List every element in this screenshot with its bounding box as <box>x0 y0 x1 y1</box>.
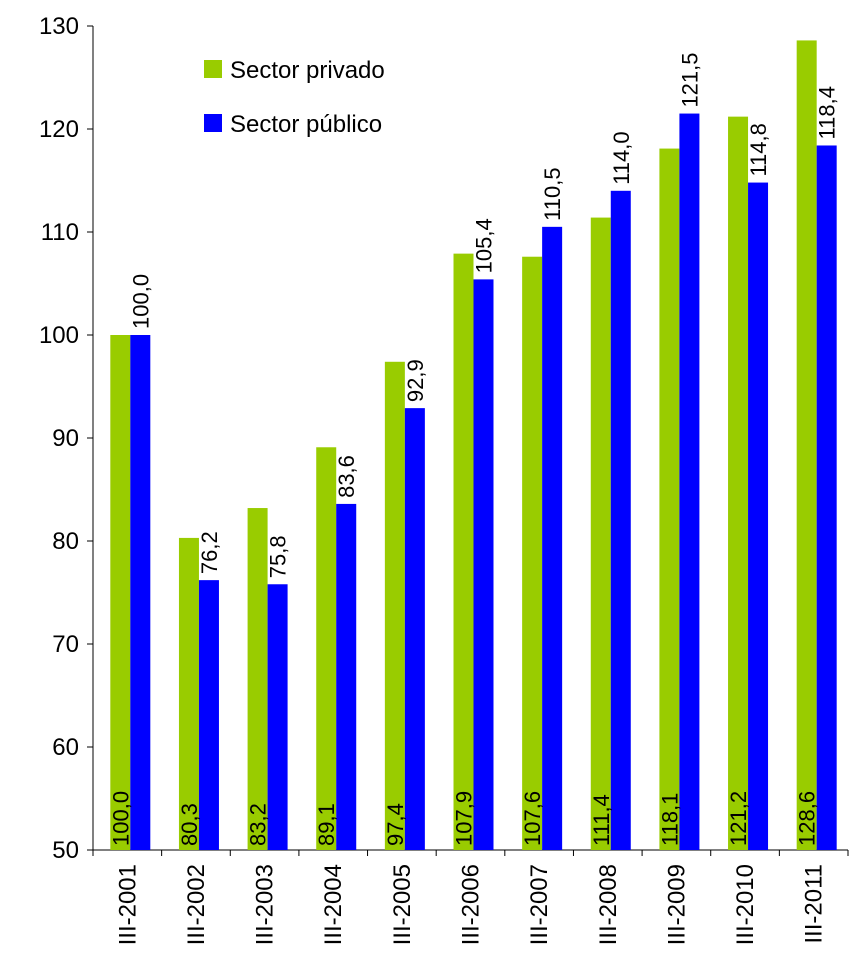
data-label-privado: 100,0 <box>108 791 133 846</box>
data-label-publico: 121,5 <box>677 52 702 107</box>
x-category-label: III-2009 <box>663 864 690 945</box>
data-label-publico: 92,9 <box>403 359 428 402</box>
bar-sector-publico <box>198 580 219 850</box>
data-label-privado: 107,9 <box>452 791 477 846</box>
data-labels: 100,0 80,3 83,2 89,1 97,4 107,9 107,6 111,4 118,… <box>108 52 839 846</box>
legend-swatch <box>204 60 222 78</box>
bar-sector-publico <box>267 584 288 850</box>
x-category-label: III-2006 <box>458 864 485 945</box>
data-label-privado: 80,3 <box>177 803 202 846</box>
y-tick-label: 100 <box>39 322 79 349</box>
x-category-label: III-2007 <box>526 864 553 945</box>
bar-sector-privado <box>659 148 680 850</box>
data-label-publico: 83,6 <box>334 455 359 498</box>
legend-label: Sector público <box>230 111 382 138</box>
bar-sector-privado <box>453 253 474 850</box>
x-category-label: III-2005 <box>389 864 416 945</box>
data-label-privado: 107,6 <box>520 791 545 846</box>
data-label-privado: 121,2 <box>726 791 751 846</box>
x-category-label: III-2008 <box>595 864 622 945</box>
bar-sector-privado <box>522 256 543 851</box>
x-category-label: III-2001 <box>114 864 141 945</box>
bar-sector-publico <box>130 335 151 850</box>
data-label-privado: 89,1 <box>314 803 339 846</box>
y-tick-label: 80 <box>52 528 79 555</box>
data-label-publico: 75,8 <box>266 535 291 578</box>
bar-sector-privado <box>110 335 131 850</box>
data-label-privado: 128,6 <box>795 791 820 846</box>
legend-swatch <box>204 114 222 132</box>
bar-sector-privado <box>796 40 817 851</box>
bar-sector-privado <box>178 537 199 850</box>
y-tick-label: 120 <box>39 116 79 143</box>
legend-label: Sector privado <box>230 57 385 84</box>
bar-sector-publico <box>542 226 563 851</box>
bar-sector-publico <box>610 190 631 851</box>
axes: 50 60 70 80 90 100 110 120 130 III-2001 III-2002 II… <box>39 13 849 945</box>
x-category-label: III-2010 <box>732 864 759 945</box>
bars <box>110 40 837 851</box>
x-category-label: III-2002 <box>183 864 210 945</box>
bar-sector-publico <box>748 182 769 850</box>
data-label-publico: 114,0 <box>609 131 634 184</box>
bar-sector-publico <box>404 408 425 850</box>
y-tick-label: 130 <box>39 13 79 40</box>
y-tick-label: 50 <box>52 837 79 864</box>
y-tick-label: 110 <box>41 219 79 246</box>
bar-sector-publico <box>816 145 837 851</box>
bar-sector-publico <box>473 279 494 850</box>
data-label-privado: 111,4 <box>589 794 614 846</box>
bar-sector-privado <box>728 116 749 850</box>
data-label-publico: 105,4 <box>472 218 497 273</box>
data-label-publico: 114,8 <box>746 123 771 176</box>
y-tick-label: 90 <box>52 425 79 452</box>
data-label-privado: 97,4 <box>383 803 408 846</box>
data-label-publico: 100,0 <box>128 274 153 329</box>
data-label-publico: 76,2 <box>197 531 222 574</box>
bar-sector-privado <box>316 447 337 850</box>
y-tick-label: 60 <box>52 734 79 761</box>
bar-sector-publico <box>336 503 357 850</box>
data-label-publico: 118,4 <box>815 86 840 139</box>
x-category-label: III-2004 <box>320 864 347 945</box>
legend: Sector privado Sector público <box>204 57 385 138</box>
x-category-label: III-2003 <box>252 864 279 945</box>
data-label-privado: 83,2 <box>246 803 271 846</box>
bar-sector-publico <box>679 113 700 851</box>
x-category-label: III-2011 <box>801 864 828 944</box>
bar-sector-privado <box>247 508 268 850</box>
bar-sector-privado <box>384 361 405 850</box>
bar-sector-privado <box>590 217 611 850</box>
y-tick-label: 70 <box>52 631 79 658</box>
data-label-privado: 118,1 <box>657 793 682 846</box>
data-label-publico: 110,5 <box>540 167 565 220</box>
